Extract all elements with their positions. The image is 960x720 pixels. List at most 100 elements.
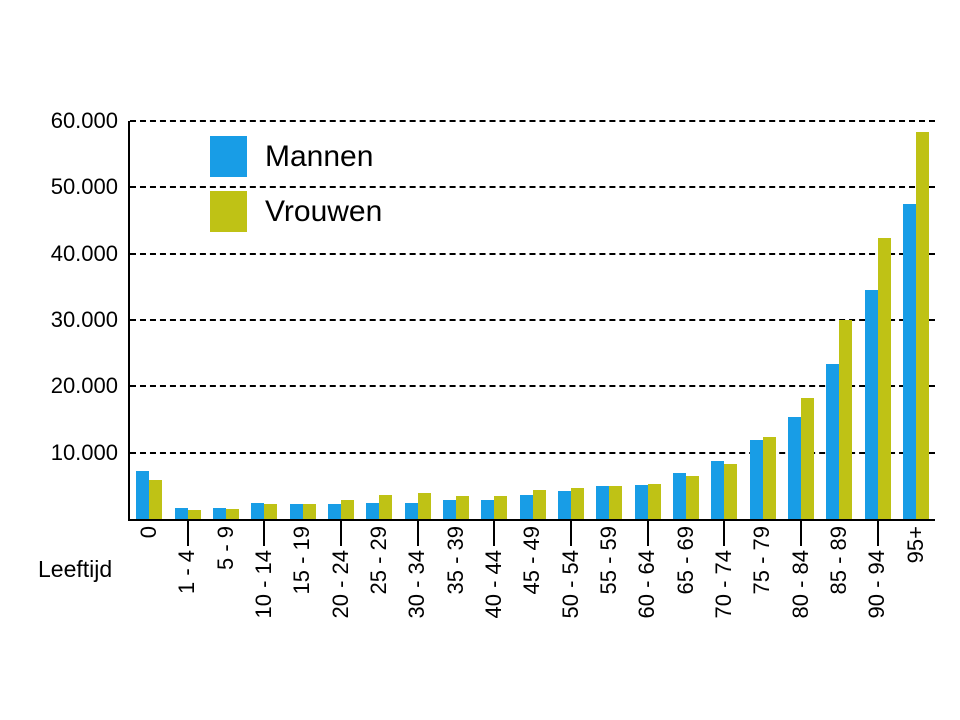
y-axis-tick-label: 60.000 <box>50 108 118 133</box>
bar-vrouwen-25-29 <box>379 495 393 519</box>
y-axis-tick-label: 10.000 <box>50 439 118 465</box>
x-axis-tick-label: 1 - 4 <box>174 550 200 595</box>
x-axis-leader-tick <box>416 519 419 546</box>
x-axis-label-wrap: 30 - 34 <box>398 550 436 660</box>
x-axis-leader-tick <box>339 519 342 546</box>
legend-label-vrouwen: Vrouwen <box>265 195 383 228</box>
x-axis-leader-tick <box>876 519 879 546</box>
x-axis-tick-label: 75 - 79 <box>749 526 775 595</box>
x-axis-line <box>128 519 935 521</box>
y-axis-tick-label: 20.000 <box>50 373 118 399</box>
bar-vrouwen-55-59 <box>609 486 623 519</box>
bar-mannen-20-24 <box>327 503 341 519</box>
bar-vrouwen-85-89 <box>839 320 853 519</box>
x-axis-tick-label: 65 - 69 <box>672 526 698 595</box>
bar-mannen-25-29 <box>366 503 380 519</box>
bar-mannen-15-19 <box>289 503 303 519</box>
bar-vrouwen-90-94 <box>877 238 891 519</box>
x-axis-label-wrap: 50 - 54 <box>552 550 590 660</box>
x-axis-label-wrap: 85 - 89 <box>820 526 858 636</box>
gridline <box>130 319 935 321</box>
x-axis-label-wrap: 55 - 59 <box>590 526 628 636</box>
bar-mannen-35-39 <box>442 500 456 519</box>
bar-vrouwen-60-64 <box>647 483 661 519</box>
x-axis-leader-tick <box>569 519 572 546</box>
x-axis-leader-tick <box>646 519 649 546</box>
bar-mannen-40-44 <box>481 499 495 519</box>
bar-mannen-5-9 <box>212 507 226 519</box>
x-axis-leader-tick <box>493 519 496 546</box>
x-axis-label-wrap: 0 <box>130 526 168 636</box>
x-axis-label-wrap: 80 - 84 <box>782 550 820 660</box>
x-axis-tick-label: 80 - 84 <box>787 550 813 619</box>
x-axis-label-wrap: 60 - 64 <box>628 550 666 660</box>
x-axis-label-wrap: 65 - 69 <box>667 526 705 636</box>
x-axis-tick-label: 0 <box>136 526 162 539</box>
bar-vrouwen-5-9 <box>225 509 239 519</box>
x-axis-label-wrap: 45 - 49 <box>513 526 551 636</box>
x-axis-leader-tick <box>799 519 802 546</box>
x-axis-label-wrap: 35 - 39 <box>437 526 475 636</box>
bar-mannen-80-84 <box>787 416 801 519</box>
legend-item-vrouwen: Vrouwen <box>210 191 382 232</box>
bar-mannen-30-34 <box>404 503 418 519</box>
y-axis-tick-label: 30.000 <box>50 307 118 332</box>
x-axis-tick-label: 20 - 24 <box>327 550 353 619</box>
x-axis-leader-tick <box>263 519 266 546</box>
bar-mannen-1-4 <box>174 507 188 519</box>
bar-vrouwen-0 <box>149 479 163 519</box>
x-axis-tick-label: 40 - 44 <box>481 550 507 619</box>
x-axis-label-wrap: 5 - 9 <box>207 526 245 636</box>
bar-mannen-70-74 <box>711 461 725 519</box>
gridline <box>130 385 935 388</box>
bar-vrouwen-65-69 <box>685 475 699 519</box>
y-axis-tick-label: 50.000 <box>50 174 118 200</box>
bar-vrouwen-95+ <box>915 132 929 519</box>
gridline <box>130 252 935 255</box>
bar-mannen-95+ <box>902 203 916 519</box>
x-axis-leader-tick <box>186 519 189 546</box>
bar-vrouwen-1-4 <box>187 510 201 519</box>
bar-vrouwen-45-49 <box>532 490 546 519</box>
x-axis-tick-label: 25 - 29 <box>366 526 392 595</box>
x-axis-tick-label: 70 - 74 <box>711 550 737 619</box>
legend-swatch-mannen <box>210 136 247 177</box>
x-axis-label-wrap: 15 - 19 <box>283 526 321 636</box>
y-axis-line <box>128 121 130 519</box>
bar-mannen-50-54 <box>557 491 571 519</box>
x-axis-tick-label: 5 - 9 <box>212 526 238 571</box>
x-axis-tick-label: 60 - 64 <box>634 550 660 619</box>
legend-label-mannen: Mannen <box>265 140 374 173</box>
gridline <box>130 120 935 122</box>
x-axis-label-wrap: 90 - 94 <box>858 550 896 660</box>
bar-mannen-10-14 <box>251 503 265 519</box>
bar-vrouwen-10-14 <box>264 504 278 519</box>
bar-vrouwen-30-34 <box>417 493 431 519</box>
bar-mannen-45-49 <box>519 495 533 519</box>
x-axis-tick-label: 95+ <box>902 526 928 564</box>
x-axis-label-wrap: 1 - 4 <box>168 550 206 660</box>
x-axis-label-wrap: 20 - 24 <box>322 550 360 660</box>
x-axis-label-wrap: 70 - 74 <box>705 550 743 660</box>
bar-mannen-75-79 <box>749 440 763 519</box>
bar-vrouwen-35-39 <box>455 495 469 519</box>
x-axis-label-wrap: 40 - 44 <box>475 550 513 660</box>
bar-vrouwen-50-54 <box>570 488 584 519</box>
bar-mannen-65-69 <box>672 472 686 519</box>
bar-mannen-0 <box>136 471 150 519</box>
bar-vrouwen-80-84 <box>800 398 814 519</box>
gridline <box>130 451 935 454</box>
bar-mannen-90-94 <box>864 290 878 519</box>
legend-swatch-vrouwen <box>210 191 247 232</box>
y-axis-tick-label: 40.000 <box>50 240 118 266</box>
x-axis-tick-label: 15 - 19 <box>289 526 315 595</box>
legend: Mannen Vrouwen <box>210 136 382 232</box>
bar-vrouwen-75-79 <box>762 437 776 519</box>
bar-vrouwen-15-19 <box>302 503 316 519</box>
x-axis-tick-label: 10 - 14 <box>251 550 277 619</box>
x-axis-title: Leeftijd <box>38 556 113 582</box>
x-axis-label-wrap: 75 - 79 <box>743 526 781 636</box>
x-axis-tick-label: 50 - 54 <box>557 550 583 619</box>
bar-mannen-60-64 <box>634 484 648 519</box>
